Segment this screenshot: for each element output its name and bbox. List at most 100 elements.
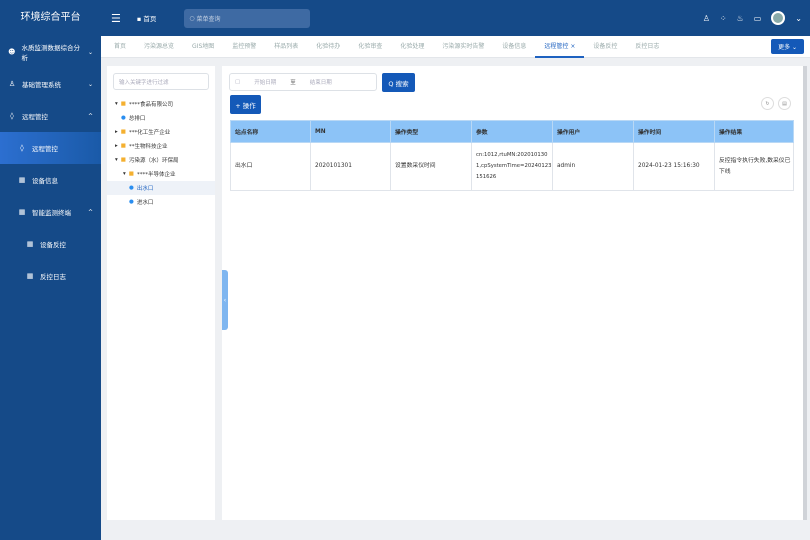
nav-label: 远程管控 xyxy=(32,145,58,153)
node-label: 污染源（水）环保局 xyxy=(128,158,179,164)
cell-result: 反控指令执行失败,数采仪已下线 xyxy=(714,142,794,191)
tab-remote-control[interactable]: 远程管控 × xyxy=(535,36,585,58)
end-date-input[interactable]: 结束日期 xyxy=(309,80,332,86)
node-label: 进水口 xyxy=(136,200,154,206)
tab-lab-process[interactable]: 化验处理 xyxy=(400,42,425,50)
grid-icon[interactable]: ⁘ xyxy=(719,13,727,23)
tab-home[interactable]: 首页 xyxy=(114,42,127,50)
caret-icon[interactable]: ▾ xyxy=(115,157,118,163)
folder-icon: ■ xyxy=(120,157,126,163)
nav-remote-control[interactable]: ◊ 远程管控 ^ xyxy=(0,100,101,132)
chevron-down-icon[interactable]: ⌄ xyxy=(795,13,802,23)
start-date-input[interactable]: 开始日期 xyxy=(254,80,277,86)
close-icon[interactable]: × xyxy=(570,42,576,50)
tree-node[interactable]: ▾ ■ ****半导体企业 xyxy=(107,167,215,181)
shirt-icon[interactable]: ♙ xyxy=(702,13,710,23)
calendar-icon: ▢ xyxy=(235,79,241,85)
cell-mn: 2020101301 xyxy=(310,142,391,191)
grid-icon: ▦ xyxy=(26,272,34,280)
col-result: 操作结果 xyxy=(714,120,794,143)
col-params: 参数 xyxy=(471,120,553,143)
nav-device-info[interactable]: ▦ 设备信息 xyxy=(0,164,101,196)
scrollbar[interactable] xyxy=(803,66,807,520)
nav-label: 反控日志 xyxy=(40,273,66,281)
tree-node[interactable]: ▾ ■ ****食品有限公司 xyxy=(107,97,215,111)
drop-icon: ◊ xyxy=(20,144,24,152)
search-button[interactable]: Q 搜索 xyxy=(382,73,415,92)
node-label: 出水口 xyxy=(136,186,154,192)
refresh-icon[interactable]: ↻ xyxy=(761,97,774,110)
tab-control-log[interactable]: 反控日志 xyxy=(635,42,660,50)
chevron-down-icon: ⌄ xyxy=(87,48,93,56)
tab-gis-map[interactable]: GIS地图 xyxy=(192,42,215,50)
caret-icon[interactable]: ▾ xyxy=(115,101,118,107)
tree-node-selected[interactable]: ● 出水口 xyxy=(107,181,215,195)
range-separator: 至 xyxy=(290,80,296,86)
people-icon: ☻ xyxy=(8,48,16,56)
table-row[interactable]: 出水口 2020101301 设置数采仪时间 cn:1012,rtuMN:202… xyxy=(230,142,794,191)
tree-node[interactable]: ▸ ■ **生物科技企业 xyxy=(107,139,215,153)
add-operation-button[interactable]: + 操作 xyxy=(230,95,261,114)
nav-label: 水质监测数据综合分析 xyxy=(21,44,80,62)
nav-basic-management[interactable]: ♙ 基础管理系统 ⌄ xyxy=(0,68,101,100)
location-pin-icon: ● xyxy=(121,115,126,121)
tab-device-reverse-control[interactable]: 设备反控 xyxy=(593,42,618,50)
header: ☰ ▪ 首页 ○ 菜单查询 ♙ ⁘ ♨ ▭ ⌄ xyxy=(101,0,810,36)
node-label: ****食品有限公司 xyxy=(128,102,173,108)
cell-op-type: 设置数采仪时间 xyxy=(390,142,472,191)
hamburger-menu-icon[interactable]: ☰ xyxy=(111,11,121,25)
nav-label: 智能监测终端 xyxy=(32,209,71,217)
node-label: ***化工生产企业 xyxy=(128,130,171,136)
nav-device-reverse-control[interactable]: ▦ 设备反控 xyxy=(0,228,101,260)
tab-bar: 首页 污染源总览 GIS地图 监控预警 样品列表 化验待办 化验审查 化验处理 … xyxy=(101,36,810,58)
nav-label: 基础管理系统 xyxy=(22,81,61,89)
tree-filter-input[interactable]: 输入关键字进行过滤 xyxy=(113,73,209,90)
grid-icon: ▦ xyxy=(26,240,34,248)
chevron-up-icon: ^ xyxy=(87,112,93,120)
flame-icon[interactable]: ♨ xyxy=(736,13,744,23)
more-button[interactable]: 更多 ⌄ xyxy=(771,39,804,54)
search-placeholder: 菜单查询 xyxy=(196,15,221,23)
col-site-name: 站点名称 xyxy=(230,120,311,143)
drop-icon: ◊ xyxy=(10,112,14,120)
folder-icon: ■ xyxy=(120,143,126,149)
avatar[interactable] xyxy=(771,11,786,25)
tree-node[interactable]: ▾ ■ 污染源（水）环保局 xyxy=(107,153,215,167)
tab-lab-review[interactable]: 化验审查 xyxy=(358,42,383,50)
export-icon[interactable]: ▤ xyxy=(778,97,791,110)
grid-icon: ▦ xyxy=(18,208,26,216)
monitor-icon[interactable]: ▭ xyxy=(753,13,762,23)
tab-lab-todo[interactable]: 化验待办 xyxy=(316,42,341,50)
menu-search-input[interactable]: ○ 菜单查询 xyxy=(184,8,311,28)
search-icon: ○ xyxy=(189,14,197,22)
location-pin-icon: ● xyxy=(129,199,134,205)
chevron-up-icon: ^ xyxy=(87,208,93,216)
cell-time: 2024-01-23 15:16:30 xyxy=(633,142,715,191)
date-range-picker[interactable]: ▢ 开始日期 至 结束日期 xyxy=(229,73,377,91)
node-label: 总排口 xyxy=(128,116,146,122)
nav-water-analysis[interactable]: ☻ 水质监测数据综合分析 ⌄ xyxy=(0,36,101,68)
app-title: 环境综合平台 xyxy=(20,12,81,23)
tab-device-info[interactable]: 设备信息 xyxy=(502,42,527,50)
tab-sample-list[interactable]: 样品列表 xyxy=(274,42,299,50)
tab-monitor-alert[interactable]: 监控预警 xyxy=(232,42,257,50)
tree-node[interactable]: ▸ ■ ***化工生产企业 xyxy=(107,125,215,139)
tree-node[interactable]: ● 总排口 xyxy=(107,111,215,125)
tab-realtime-alarm[interactable]: 污染源实时告警 xyxy=(442,42,485,50)
col-mn: MN xyxy=(310,120,391,143)
caret-icon[interactable]: ▸ xyxy=(115,129,118,135)
nav-smart-terminal[interactable]: ▦ 智能监测终端 ^ xyxy=(0,196,101,228)
node-label: ****半导体企业 xyxy=(136,172,176,178)
site-tree-panel: 输入关键字进行过滤 ▾ ■ ****食品有限公司 ● 总排口 ▸ ■ ***化工生产企业 … xyxy=(107,66,215,520)
nav-remote-control-sub[interactable]: ◊ 远程管控 xyxy=(0,132,101,164)
collapse-tree-handle[interactable]: ‹ xyxy=(222,270,228,330)
caret-icon[interactable]: ▾ xyxy=(123,171,126,177)
operation-table: 站点名称 MN 操作类型 参数 操作用户 操作时间 操作结果 出水口 20201… xyxy=(230,120,794,191)
location-pin-icon: ● xyxy=(129,185,134,191)
caret-icon[interactable]: ▸ xyxy=(115,143,118,149)
folder-icon: ■ xyxy=(120,101,126,107)
tab-pollution-overview[interactable]: 污染源总览 xyxy=(144,42,175,50)
nav-control-log[interactable]: ▦ 反控日志 xyxy=(0,260,101,292)
home-link[interactable]: ▪ 首页 xyxy=(137,13,156,23)
tree-node[interactable]: ● 进水口 xyxy=(107,195,215,209)
